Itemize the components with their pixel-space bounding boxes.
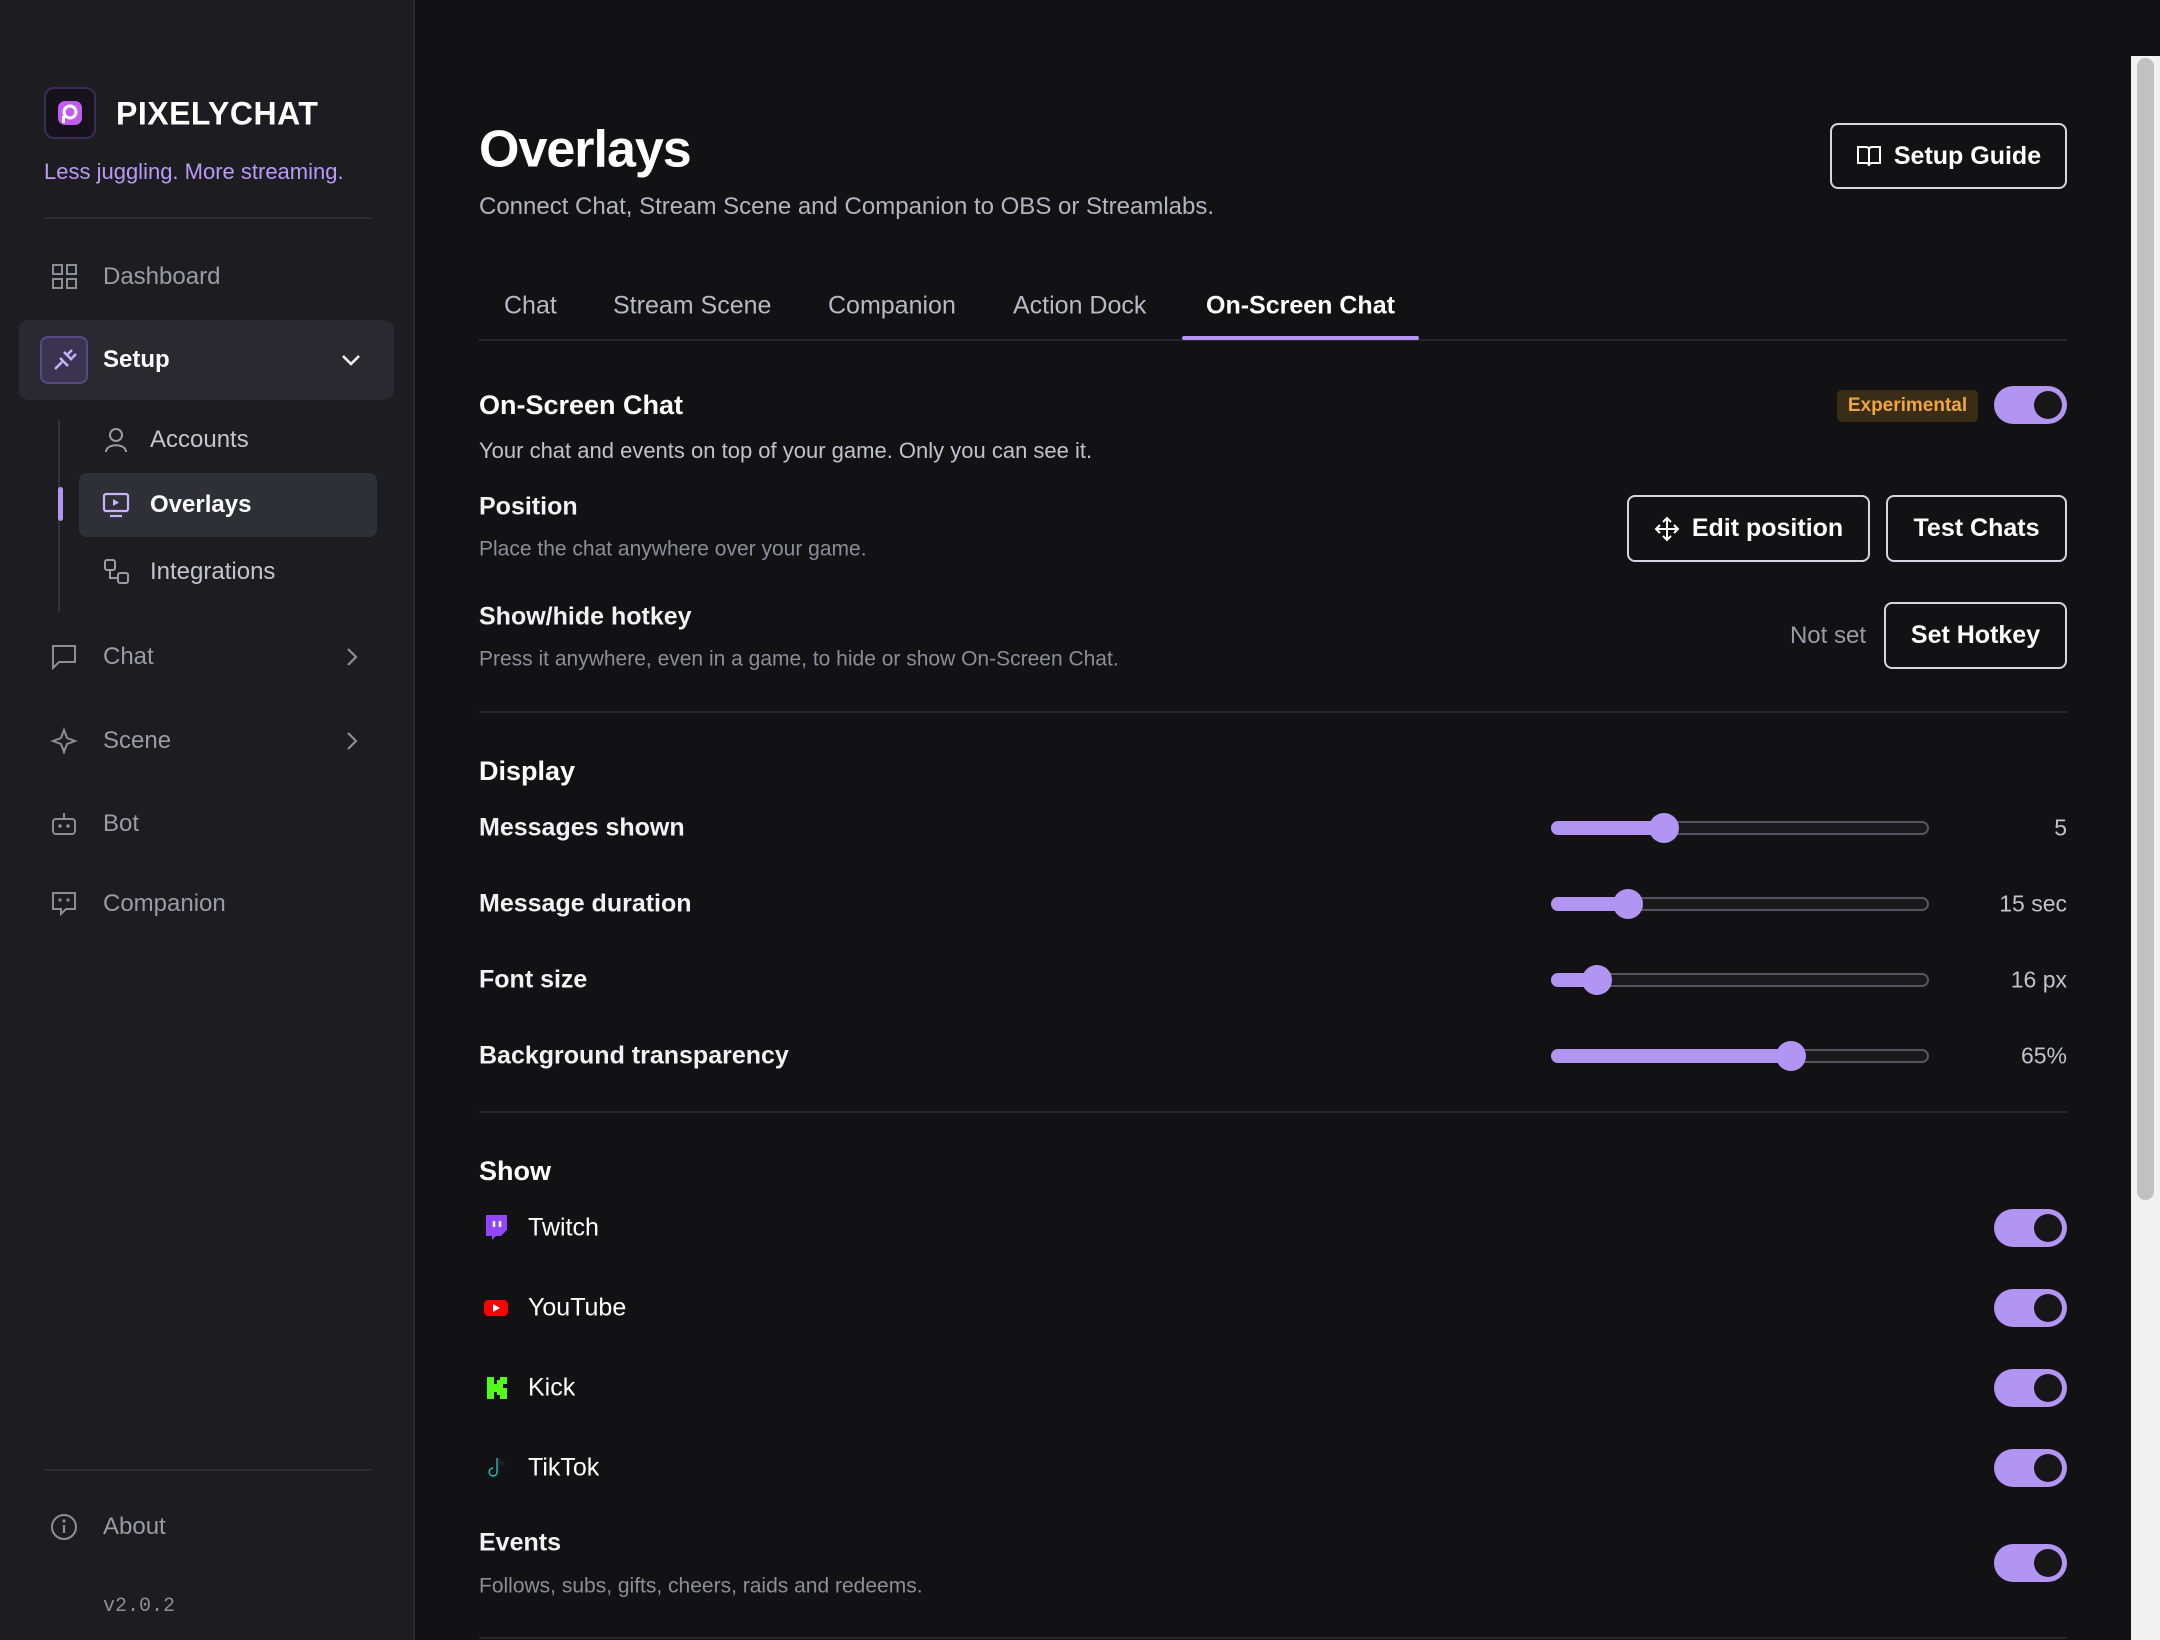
- overlays-icon: [102, 492, 130, 518]
- slider-value: 16 px: [2010, 966, 2067, 993]
- setup-guide-button[interactable]: Setup Guide: [1830, 123, 2067, 189]
- slider-fill: [1551, 1049, 1791, 1063]
- logo-icon: [58, 101, 82, 125]
- version: v2.0.2: [103, 1595, 176, 1618]
- divider: [44, 217, 371, 219]
- sidebar: PIXELYCHAT Less juggling. More streaming…: [0, 0, 415, 1640]
- nav-item[interactable]: Setup: [103, 345, 170, 373]
- nav-subitem[interactable]: Accounts: [150, 425, 249, 453]
- setting-label: Show/hide hotkey: [479, 602, 692, 631]
- book-icon: [1856, 146, 1881, 167]
- divider: [44, 1469, 371, 1471]
- setting-label: Messages shown: [479, 813, 685, 842]
- badge: Experimental: [1837, 390, 1978, 422]
- setting-description: Place the chat anywhere over your game.: [479, 537, 867, 561]
- scene-icon: [50, 727, 78, 755]
- about-icon: [51, 1514, 77, 1540]
- nav-item[interactable]: Chat: [103, 642, 154, 670]
- setting-description: Press it anywhere, even in a game, to hi…: [479, 647, 1119, 671]
- chevron-right: [347, 732, 358, 750]
- slider-value: 5: [2054, 814, 2067, 841]
- slider-fill: [1551, 897, 1628, 911]
- edit-position-button[interactable]: Edit position: [1627, 495, 1870, 562]
- tab[interactable]: Stream Scene: [613, 291, 772, 320]
- toggle[interactable]: [1994, 1289, 2067, 1327]
- slider-value: 15 sec: [1999, 890, 2067, 917]
- brand: PIXELYCHAT: [116, 95, 319, 132]
- button-label: Test Chats: [1913, 514, 2040, 542]
- scrollbar[interactable]: [2131, 56, 2160, 1640]
- setting-label: Font size: [479, 965, 588, 994]
- button-label: Setup Guide: [1893, 141, 2042, 170]
- setup-icon: [40, 336, 88, 384]
- nav-subitem[interactable]: Integrations: [150, 557, 276, 585]
- active-indicator: [58, 487, 63, 521]
- platform-label: YouTube: [528, 1293, 627, 1322]
- slider-value: 65%: [2020, 1042, 2067, 1069]
- test-chats-button[interactable]: Test Chats: [1886, 495, 2067, 562]
- section-title: Show: [479, 1156, 551, 1187]
- tab[interactable]: Chat: [504, 291, 557, 320]
- nav-subitem[interactable]: Overlays: [150, 490, 252, 518]
- plug-icon: [54, 349, 77, 370]
- bot-icon: [52, 813, 76, 835]
- divider: [479, 1111, 2067, 1113]
- chevron-right: [347, 648, 358, 666]
- nav-item[interactable]: Dashboard: [103, 262, 221, 290]
- section-title: Display: [479, 756, 576, 787]
- button-label: Edit position: [1691, 514, 1844, 542]
- slider-thumb[interactable]: [1582, 965, 1612, 995]
- set-hotkey-button[interactable]: Set Hotkey: [1884, 602, 2067, 669]
- slider-fill: [1551, 821, 1664, 835]
- divider: [479, 1637, 2067, 1639]
- scrollbar-thumb[interactable]: [2137, 58, 2154, 1200]
- toggle[interactable]: [1994, 1449, 2067, 1487]
- platform-label: TikTok: [528, 1453, 600, 1482]
- section-title: On-Screen Chat: [479, 390, 684, 421]
- integrations-icon: [104, 559, 129, 584]
- tagline: Less juggling. More streaming.: [44, 158, 344, 184]
- tab[interactable]: Action Dock: [1013, 291, 1147, 320]
- slider-thumb[interactable]: [1613, 889, 1643, 919]
- twitch-icon: [486, 1215, 507, 1240]
- tiktok-icon: [488, 1457, 506, 1478]
- move-icon: [1654, 516, 1680, 541]
- setting-label: Background transparency: [479, 1041, 789, 1070]
- hotkey-status: Not set: [1789, 621, 1866, 649]
- slider-thumb[interactable]: [1649, 813, 1679, 843]
- nav-item[interactable]: Scene: [103, 726, 172, 754]
- companion-icon: [52, 892, 76, 917]
- setting-label: Position: [479, 492, 578, 521]
- nav-item[interactable]: About: [103, 1512, 166, 1540]
- kick-icon: [487, 1377, 507, 1399]
- accounts-icon: [105, 428, 127, 453]
- toggle[interactable]: [1994, 1369, 2067, 1407]
- dashboard-icon: [52, 264, 77, 289]
- logo: [44, 87, 96, 139]
- tab[interactable]: On-Screen Chat: [1206, 291, 1395, 320]
- section-description: Your chat and events on top of your game…: [479, 437, 1093, 463]
- divider: [479, 711, 2067, 713]
- chat-icon: [52, 645, 76, 670]
- page-title: Overlays: [479, 120, 692, 179]
- toggle[interactable]: [1994, 1209, 2067, 1247]
- tab-border: [479, 339, 2067, 341]
- youtube-icon: [484, 1300, 508, 1316]
- toggle[interactable]: [1994, 386, 2067, 424]
- page-subtitle: Connect Chat, Stream Scene and Companion…: [479, 192, 1215, 220]
- chevron-down: [342, 355, 360, 366]
- nav-item[interactable]: Bot: [103, 809, 140, 837]
- platform-label: Kick: [528, 1373, 576, 1402]
- button-label: Set Hotkey: [1910, 621, 2041, 649]
- nav-item[interactable]: Companion: [103, 889, 226, 917]
- setting-description: Follows, subs, gifts, cheers, raids and …: [479, 1574, 923, 1598]
- slider-thumb[interactable]: [1776, 1041, 1806, 1071]
- active-tab-underline: [1182, 336, 1419, 340]
- setting-label: Events: [479, 1528, 561, 1557]
- tab[interactable]: Companion: [828, 291, 956, 320]
- toggle[interactable]: [1994, 1544, 2067, 1582]
- setting-label: Message duration: [479, 889, 692, 918]
- platform-label: Twitch: [528, 1213, 599, 1242]
